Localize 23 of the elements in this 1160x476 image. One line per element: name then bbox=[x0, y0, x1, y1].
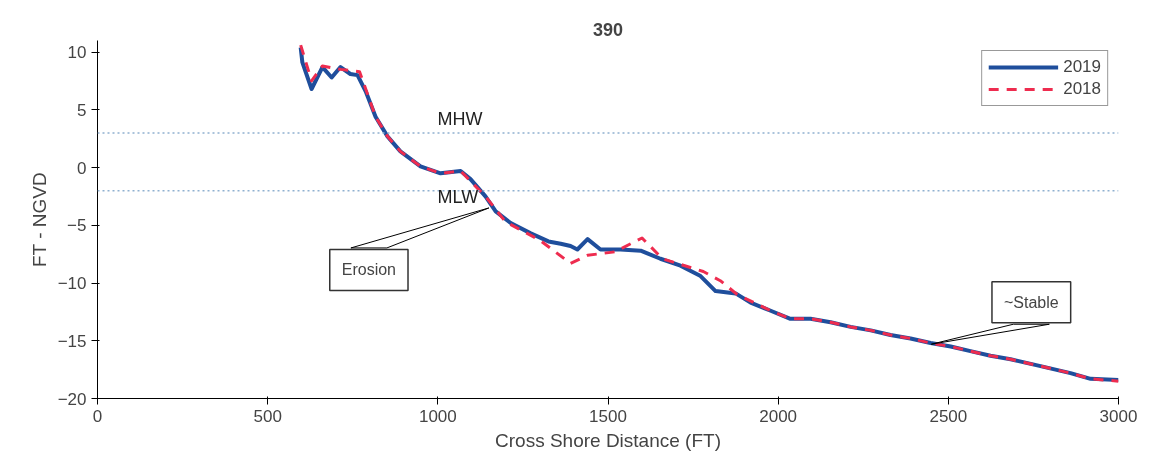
x-tick-label: 500 bbox=[253, 406, 282, 426]
y-tick-label: 5 bbox=[77, 100, 87, 120]
x-tick-label: 0 bbox=[92, 406, 103, 426]
chart-title: 390 bbox=[592, 19, 624, 40]
annotation: ~Stable bbox=[1003, 293, 1059, 311]
x-tick-label: 1500 bbox=[589, 406, 627, 426]
x-tick-label: 2500 bbox=[929, 406, 968, 426]
y-tick-label: −10 bbox=[57, 274, 87, 294]
legend-label: 2019 bbox=[1063, 57, 1101, 77]
y-axis-title: FT - NGVD bbox=[28, 172, 50, 267]
y-tick-label: 0 bbox=[77, 158, 87, 178]
x-axis-title: Cross Shore Distance (FT) bbox=[495, 429, 721, 451]
y-tick-label: −15 bbox=[57, 331, 87, 351]
x-tick-label: 2000 bbox=[759, 406, 798, 426]
x-tick-label: 3000 bbox=[1099, 406, 1138, 426]
annotation: Erosion bbox=[341, 261, 397, 279]
ref-line-label: MHW bbox=[437, 108, 483, 129]
x-tick-label: 1000 bbox=[418, 406, 457, 426]
y-tick-label: −20 bbox=[57, 389, 87, 409]
y-tick-label: 10 bbox=[67, 43, 87, 63]
legend-label: 2018 bbox=[1063, 79, 1101, 99]
y-tick-label: −5 bbox=[67, 216, 87, 236]
ref-line-label: MLW bbox=[437, 186, 479, 207]
